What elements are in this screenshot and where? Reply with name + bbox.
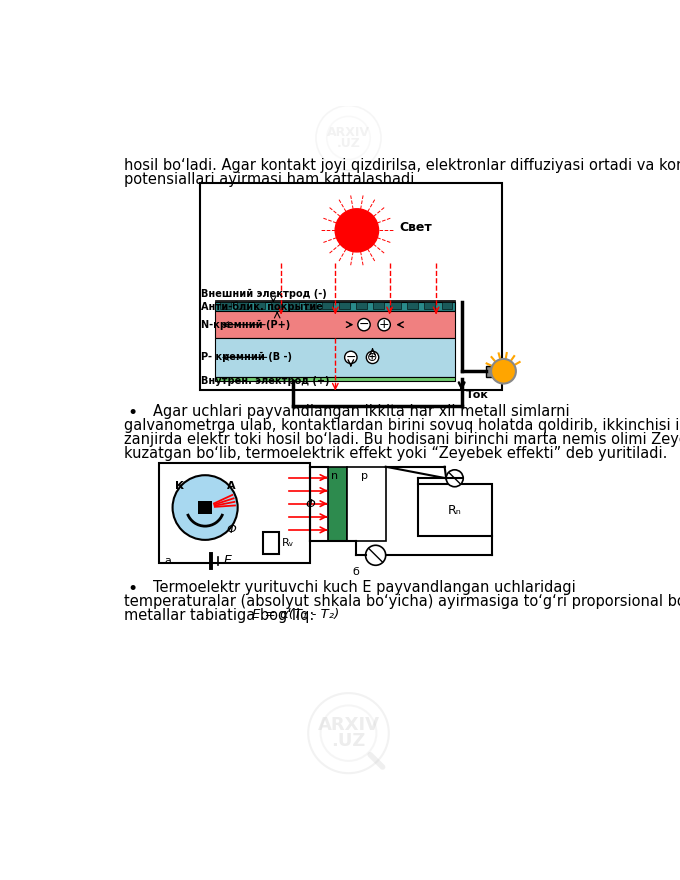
Text: •: • [128, 404, 138, 422]
Bar [215, 338, 456, 377]
Text: .UZ: .UZ [331, 732, 366, 750]
Text: А: А [227, 481, 235, 491]
Bar [441, 302, 452, 309]
Text: Φ: Φ [226, 523, 237, 536]
Circle shape [366, 546, 386, 565]
Text: temperaturalar (absolyut shkala bo‘yicha) ayirmasiga to‘g‘ri proporsional bo‘lib: temperaturalar (absolyut shkala bo‘yicha… [124, 594, 680, 609]
Text: kuzatgan bo‘lib, termoelektrik effekt yoki “Zeyebek effekti” deb yuritiladi.: kuzatgan bo‘lib, termoelektrik effekt yo… [124, 446, 667, 461]
Bar [237, 302, 248, 309]
Text: ARXIV: ARXIV [318, 716, 379, 735]
Text: Agar uchlari payvandlangan ikkita har xil metall simlarni: Agar uchlari payvandlangan ikkita har xi… [153, 404, 570, 420]
Bar [215, 377, 456, 381]
Bar [486, 366, 494, 377]
Text: P- кремний (B -): P- кремний (B -) [201, 352, 292, 363]
Bar [305, 302, 316, 309]
Text: +: + [379, 319, 390, 331]
Text: −: − [345, 351, 356, 364]
Bar [263, 532, 279, 554]
Circle shape [358, 319, 370, 331]
Text: .UZ: .UZ [337, 136, 360, 150]
Text: К: К [175, 481, 184, 491]
Text: Ток: Ток [466, 390, 489, 400]
Bar [347, 466, 386, 541]
Bar [373, 302, 384, 309]
Text: ARXIV: ARXIV [327, 126, 370, 139]
Bar [322, 302, 333, 309]
Bar [200, 182, 502, 391]
Circle shape [367, 351, 379, 363]
Text: ⊕: ⊕ [367, 351, 378, 364]
Bar [271, 302, 282, 309]
Text: б: б [352, 567, 359, 576]
Text: E = α(T₁ - T₂): E = α(T₁ - T₂) [252, 607, 339, 620]
Circle shape [378, 319, 390, 331]
Text: а: а [165, 555, 171, 566]
Text: hosil bo‘ladi. Agar kontakt joyi qizdirilsa, elektronlar diffuziyasi ortadi va k: hosil bo‘ladi. Agar kontakt joyi qizdiri… [124, 158, 680, 173]
Text: −: − [359, 319, 369, 331]
Text: Внешний электрод (-): Внешний электрод (-) [201, 289, 327, 299]
Text: E: E [224, 554, 232, 568]
Bar [220, 302, 231, 309]
Circle shape [345, 351, 357, 363]
Text: zanjirda elektr toki hosil bo‘ladi. Bu hodisani birinchi marta nemis olimi Zeyeb: zanjirda elektr toki hosil bo‘ladi. Bu h… [124, 432, 680, 447]
Text: galvanometrga ulab, kontaktlardan birini sovuq holatda qoldirib, ikkinchisi isit: galvanometrga ulab, kontaktlardan birini… [124, 418, 680, 433]
Bar [390, 302, 401, 309]
Text: N-кремний (P+): N-кремний (P+) [201, 319, 290, 330]
Bar [215, 302, 456, 312]
Bar [254, 302, 265, 309]
Text: n: n [331, 472, 339, 481]
Text: Rᵥ: Rᵥ [282, 538, 294, 548]
Bar [418, 484, 492, 536]
Bar [339, 302, 350, 309]
Bar [288, 302, 299, 309]
Text: Termoelektr yurituvchi kuch E payvandlangan uchlaridagi: Termoelektr yurituvchi kuch E payvandlan… [153, 580, 576, 595]
Circle shape [173, 475, 238, 539]
Text: Свет: Свет [399, 221, 432, 234]
Circle shape [446, 470, 463, 487]
Text: Анти-блик. покрытие: Анти-блик. покрытие [201, 301, 323, 312]
Circle shape [335, 209, 379, 252]
Bar [356, 302, 367, 309]
Bar [424, 302, 435, 309]
Text: Rₙ: Rₙ [448, 503, 462, 517]
Bar [407, 302, 418, 309]
Bar [198, 501, 212, 515]
Circle shape [491, 359, 516, 384]
Text: metallar tabiatiga bog‘liq:: metallar tabiatiga bog‘liq: [124, 607, 314, 623]
Bar [328, 466, 347, 541]
Bar [215, 312, 456, 338]
Bar [215, 299, 456, 302]
Text: Внутрен. электрод (+): Внутрен. электрод (+) [201, 376, 330, 385]
Bar [158, 463, 310, 563]
Text: potensiallari ayirmasi ham kattalashadi.: potensiallari ayirmasi ham kattalashadi. [124, 172, 419, 187]
Text: p: p [361, 472, 368, 481]
Text: •: • [128, 580, 138, 598]
Text: Φ: Φ [306, 497, 316, 510]
